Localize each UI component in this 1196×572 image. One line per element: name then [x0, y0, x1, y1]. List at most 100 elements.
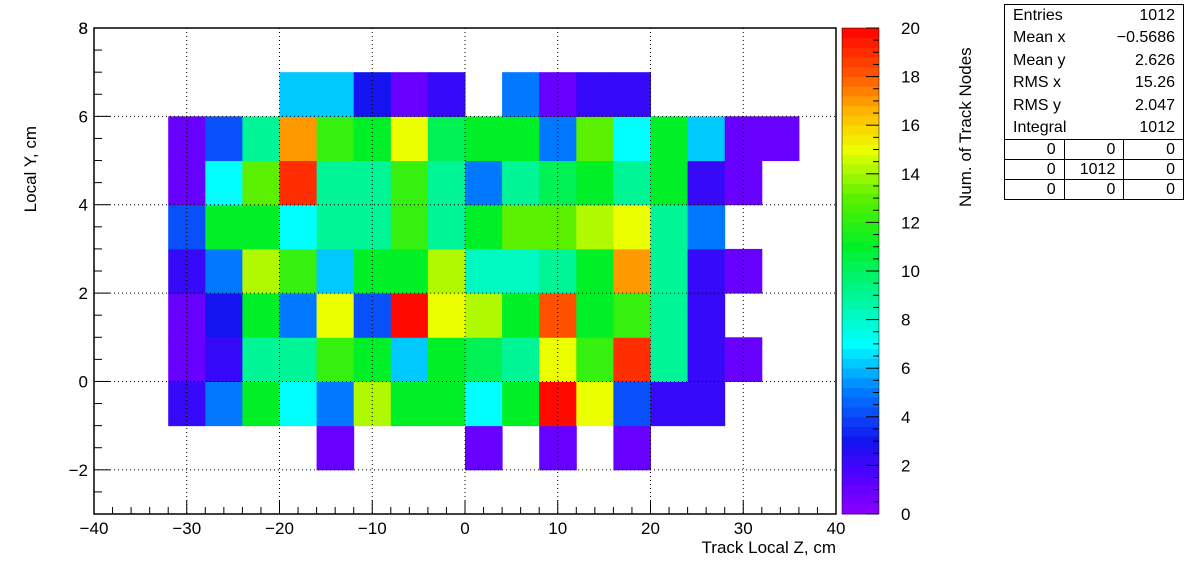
stats-grid-cell: 0: [1063, 140, 1124, 160]
y-axis-title: Local Y, cm: [21, 126, 40, 212]
heatmap-cell: [576, 293, 614, 338]
stats-grid-cell: 0: [1046, 161, 1056, 179]
heatmap-cell: [502, 248, 540, 294]
heatmap-cell: [353, 160, 392, 206]
heatmap-cell: [502, 204, 540, 250]
heatmap-cell: [539, 160, 577, 206]
y-tick-label: −2: [69, 461, 88, 480]
heatmap-cell: [242, 337, 280, 382]
heatmap-cell: [390, 381, 429, 427]
heatmap-cell: [465, 337, 503, 382]
heatmap-cell: [613, 381, 651, 427]
z-tick-label: 18: [901, 68, 920, 87]
heatmap-cell: [316, 293, 355, 338]
heatmap-cell: [390, 116, 429, 162]
heatmap-cell: [613, 425, 651, 471]
stats-label: Mean y: [1013, 51, 1066, 69]
heatmap-cell: [576, 160, 614, 206]
palette-segment: [842, 154, 879, 165]
heatmap-cell: [576, 381, 614, 427]
heatmap-cell: [390, 204, 429, 250]
heatmap-cell: [205, 204, 243, 250]
heatmap-cell: [168, 204, 206, 250]
palette-segment: [842, 416, 879, 427]
heatmap-cell: [316, 248, 355, 294]
palette-segment: [842, 387, 879, 398]
heatmap-cell: [353, 116, 392, 162]
palette-segment: [842, 407, 879, 418]
heatmap-cell: [465, 116, 503, 162]
heatmap-cell: [539, 72, 577, 117]
z-tick-label: 2: [901, 456, 910, 475]
heatmap-cell: [205, 293, 243, 338]
heatmap-cell: [539, 425, 577, 471]
x-tick-label: −30: [172, 519, 201, 538]
heatmap-cell: [353, 293, 392, 338]
stats-grid-cell: 0: [1123, 160, 1183, 180]
heatmap-cell: [168, 293, 206, 338]
heatmap-cell: [205, 248, 243, 294]
palette-segment: [842, 28, 879, 39]
color-palette-bar: 0 2 4 6 8 10 12 14 16 18 20: [841, 19, 920, 524]
palette-segment: [842, 202, 879, 214]
x-tick-label: 10: [548, 519, 567, 538]
palette-segment: [842, 261, 879, 272]
heatmap-cell: [724, 116, 763, 162]
palette-segment: [842, 309, 879, 320]
heatmap-cell: [613, 337, 651, 382]
x-tick-label: −20: [265, 519, 294, 538]
heatmap-cell: [390, 293, 429, 338]
heatmap-cell: [427, 337, 466, 382]
heatmap-cell: [687, 337, 726, 382]
heatmap-cell: [465, 293, 503, 338]
palette-segment: [842, 271, 879, 282]
heatmap-cell: [687, 116, 726, 162]
palette-segment: [842, 397, 879, 408]
heatmap-cell: [502, 293, 540, 338]
heatmap-cell: [353, 337, 392, 382]
palette-segment: [842, 280, 879, 291]
y-tick-label: 4: [79, 196, 88, 215]
heatmap-cell: [687, 293, 726, 338]
z-tick-label: 6: [901, 359, 910, 378]
heatmap-cell: [724, 337, 763, 382]
palette-segment: [842, 426, 879, 437]
stats-row: Mean y 2.626: [1005, 50, 1183, 72]
heatmap-cell: [316, 72, 355, 117]
heatmap-cell: [242, 204, 280, 250]
stats-label: RMS y: [1013, 96, 1061, 114]
stats-grid-cell: 0: [1063, 180, 1124, 200]
heatmap-cell: [205, 116, 243, 162]
z-tick-label: 14: [901, 165, 920, 184]
heatmap-cell: [687, 248, 726, 294]
heatmap-cell: [576, 116, 614, 162]
palette-segment: [842, 300, 879, 311]
x-tick-label: 0: [460, 519, 469, 538]
palette-segment: [842, 455, 879, 466]
palette-segment: [842, 348, 879, 359]
heatmap-cell: [279, 381, 318, 427]
heatmap-cell: [168, 248, 206, 294]
heatmap-cell: [390, 72, 429, 117]
stats-grid-cell: 0: [1046, 141, 1056, 159]
stats-value: 2.626: [1134, 51, 1175, 69]
palette-segment: [842, 377, 879, 389]
palette-segment: [842, 66, 879, 77]
palette-segment: [842, 193, 879, 204]
z-tick-label: 10: [901, 262, 920, 281]
heatmap-cell: [279, 293, 318, 338]
heatmap-cell: [242, 248, 280, 294]
heatmap-cell: [539, 248, 577, 294]
palette-segment: [842, 319, 879, 330]
x-tick-label: −10: [358, 519, 387, 538]
heatmap-cell: [390, 160, 429, 206]
palette-segment: [842, 494, 879, 505]
heatmap-cell: [316, 337, 355, 382]
palette-segment: [842, 173, 879, 184]
heatmap-cell: [279, 248, 318, 294]
heatmap-cell: [205, 337, 243, 382]
palette-segment: [842, 484, 879, 495]
heatmap-cell: [613, 248, 651, 294]
heatmap-cell: [427, 160, 466, 206]
